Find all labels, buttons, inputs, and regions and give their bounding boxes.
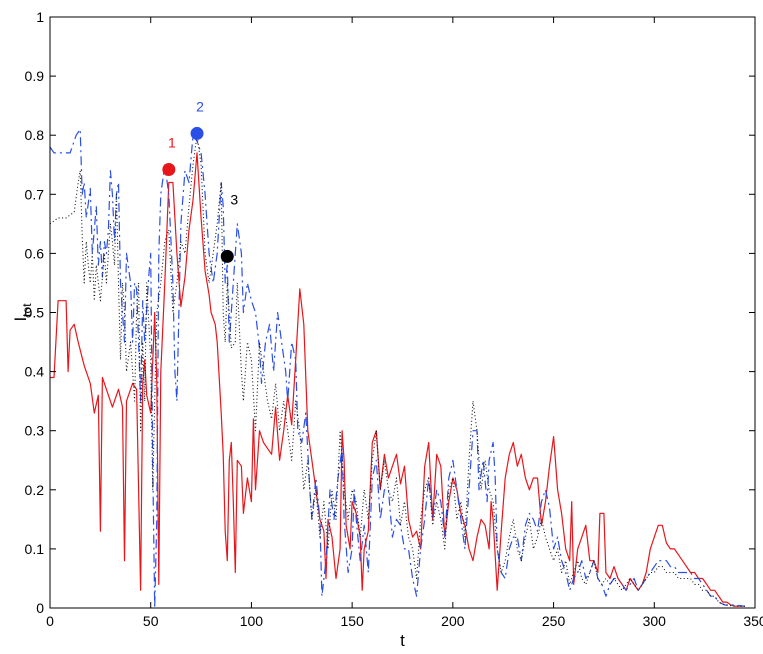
peak-marker-3 bbox=[220, 249, 234, 263]
peak-label-1: 1 bbox=[168, 134, 176, 150]
annotation-layer: 1 2 3 bbox=[162, 98, 238, 263]
x-tick-label: 50 bbox=[143, 613, 159, 629]
series-line-3 bbox=[49, 134, 745, 607]
x-axis-label: t bbox=[400, 631, 405, 650]
series-line-2 bbox=[49, 128, 745, 609]
x-tick-label: 100 bbox=[240, 613, 264, 629]
y-tick-label: 0.4 bbox=[25, 364, 45, 380]
x-tick-label: 150 bbox=[340, 613, 364, 629]
y-tick-label: 1 bbox=[36, 9, 44, 25]
y-tick-label: 0.5 bbox=[25, 305, 45, 321]
peak-marker-2 bbox=[190, 126, 204, 140]
y-axis-label-subscript: tot bbox=[20, 303, 34, 317]
y-axis-label-main: I bbox=[11, 317, 30, 322]
y-tick-label: 0.9 bbox=[25, 68, 45, 84]
y-tick-label: 0.7 bbox=[25, 186, 45, 202]
series-layer bbox=[49, 128, 745, 609]
y-tick-label: 0.2 bbox=[25, 482, 45, 498]
peak-label-3: 3 bbox=[230, 191, 238, 207]
y-tick-label: 0.6 bbox=[25, 245, 45, 261]
y-tick-label: 0.1 bbox=[25, 541, 45, 557]
x-tick-label: 200 bbox=[441, 613, 465, 629]
plot-frame bbox=[49, 16, 756, 609]
x-tick-label: 0 bbox=[46, 613, 54, 629]
y-tick-label: 0.8 bbox=[25, 127, 45, 143]
peak-marker-1 bbox=[162, 162, 176, 176]
x-tick-label: 300 bbox=[643, 613, 667, 629]
y-axis-label: Itot bbox=[11, 303, 34, 322]
peak-label-2: 2 bbox=[196, 98, 204, 114]
series-line-1 bbox=[50, 152, 745, 607]
x-tick-label: 250 bbox=[542, 613, 566, 629]
x-tick-label: 350 bbox=[743, 613, 763, 629]
y-tick-label: 0 bbox=[36, 600, 44, 616]
y-tick-label: 0.3 bbox=[25, 423, 45, 439]
ticks-layer: 0 50 100 150 200 250 300 350 0 0.1 0.2 0.3 0.4 0.5 0.6… bbox=[25, 9, 763, 629]
